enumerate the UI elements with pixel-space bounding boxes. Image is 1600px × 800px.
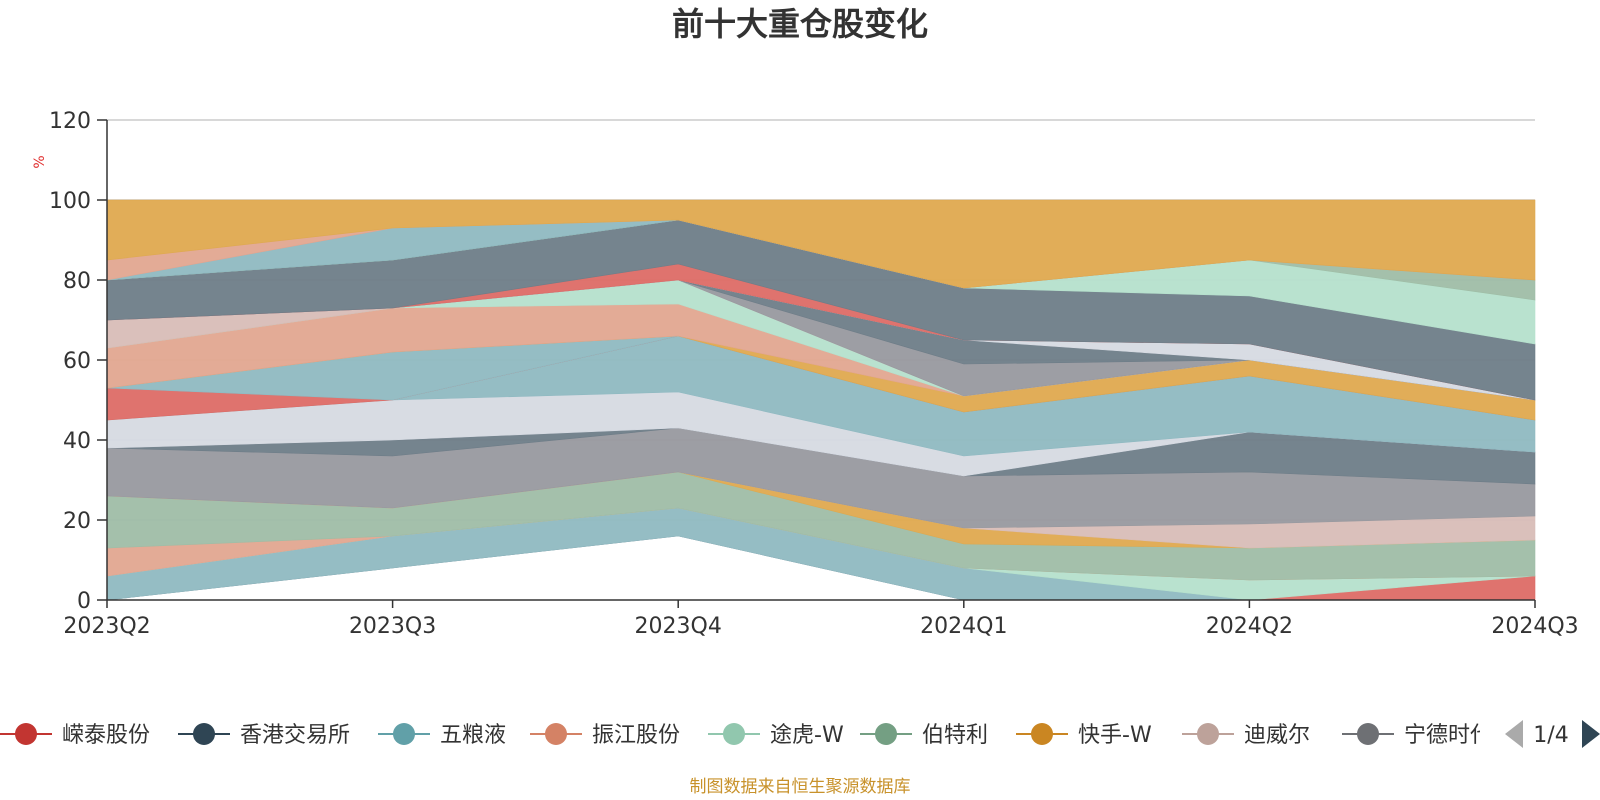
legend-circle-marker [393,723,415,745]
legend-pager: 1/4 [1505,720,1600,748]
legend-next-page-icon[interactable] [1582,720,1600,748]
chart-title: 前十大重仓股变化 [672,5,928,43]
x-tick-label-2024Q1: 2024Q1 [920,614,1007,639]
y-tick-label-20: 20 [63,509,91,534]
x-tick-label-2023Q3: 2023Q3 [349,614,436,639]
legend-circle-marker [1357,723,1379,745]
area-band-27 [106,199,1536,289]
legend-label: 嵘泰股份 [62,723,150,748]
legend-circle-marker [875,723,897,745]
legend-label: 香港交易所 [240,723,350,748]
legend-item[interactable]: 振江股份 [530,723,680,748]
axes: 0 20 40 60 80 100 120 2023Q2 2023Q3 2023Q4 2024Q1 2… [49,109,1579,639]
legend-item[interactable]: 嵘泰股份 [0,723,150,748]
legend-label: 五粮液 [440,723,506,748]
y-tick-label-40: 40 [63,429,91,454]
legend-circle-marker [723,723,745,745]
legend-item[interactable]: 五粮液 [378,723,506,748]
legend-label: 振江股份 [592,723,680,748]
y-tick-label-100: 100 [49,189,91,214]
y-tick-label-120: 120 [49,109,91,134]
legend-prev-page-icon[interactable] [1505,720,1523,748]
legend-item[interactable]: 香港交易所 [178,723,350,748]
legend-circle-marker [1197,723,1219,745]
legend-circle-marker [193,723,215,745]
legend-item[interactable]: 伯特利 [860,723,988,748]
legend-label: 快手-W [1078,723,1152,748]
legend-circle-marker [1031,723,1053,745]
x-tick-label-2023Q4: 2023Q4 [635,614,722,639]
legend-item[interactable]: 宁德时代 [1342,723,1492,748]
legend-circle-marker [15,723,37,745]
x-tick-label-2024Q2: 2024Q2 [1206,614,1293,639]
legend-label: 伯特利 [922,723,988,748]
legend-circle-marker [545,723,567,745]
area-bands [106,199,1536,601]
legend-label: 途虎-W [770,723,844,748]
legend-label: 宁德时代 [1404,723,1492,748]
legend-label: 迪威尔 [1244,723,1310,748]
legend-page-indicator: 1/4 [1533,723,1568,748]
legend-item[interactable]: 快手-W [1016,723,1152,748]
y-tick-label-0: 0 [77,589,91,614]
legend-item[interactable]: 迪威尔 [1182,723,1310,748]
source-note: 制图数据来自恒生聚源数据库 [690,777,911,797]
legend: 嵘泰股份 香港交易所 五粮液 振江股份 途虎-W 伯特利 快手-W 迪威尔 宁德时代 [0,723,1492,748]
y-tick-label-80: 80 [63,269,91,294]
x-tick-label-2023Q2: 2023Q2 [63,614,150,639]
legend-item[interactable]: 途虎-W [708,723,844,748]
y-axis-unit-label: % [32,155,48,168]
x-tick-label-2024Q3: 2024Q3 [1491,614,1578,639]
y-tick-label-60: 60 [63,349,91,374]
